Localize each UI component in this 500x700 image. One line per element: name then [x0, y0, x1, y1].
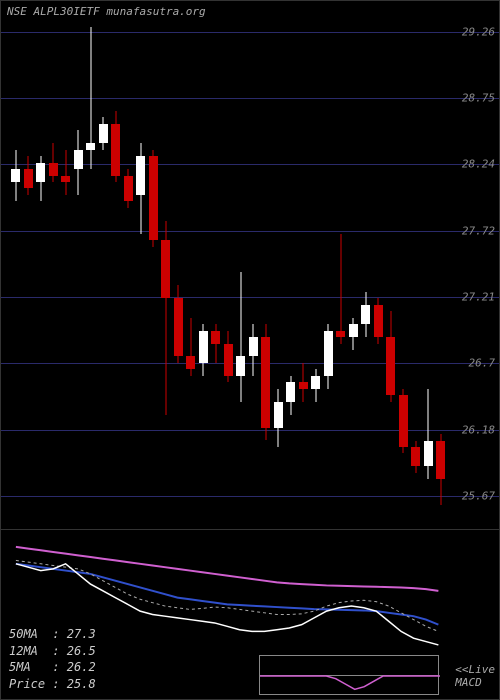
- stat-row: 12MA : 26.5: [9, 643, 96, 660]
- stat-row: 50MA : 27.3: [9, 626, 96, 643]
- candle: [286, 1, 295, 531]
- candle: [224, 1, 233, 531]
- y-axis-label: 27.21: [462, 291, 495, 304]
- y-axis-label: 25.67: [462, 490, 495, 503]
- macd-text: MACD: [455, 676, 482, 689]
- candle: [199, 1, 208, 531]
- ma-line-12MA: [16, 564, 439, 625]
- y-axis-label: 27.72: [462, 225, 495, 238]
- candle: [424, 1, 433, 531]
- candle: [111, 1, 120, 531]
- price-panel: NSE ALPL30IETF munafasutra.org 29.26 28.7…: [0, 0, 500, 530]
- macd-svg: [260, 656, 440, 696]
- candle: [374, 1, 383, 531]
- candle: [186, 1, 195, 531]
- candle: [99, 1, 108, 531]
- candle: [249, 1, 258, 531]
- candle: [161, 1, 170, 531]
- candle: [349, 1, 358, 531]
- chart-title: NSE ALPL30IETF munafasutra.org: [7, 5, 206, 18]
- candle: [174, 1, 183, 531]
- indicator-panel: 50MA : 27.312MA : 26.55MA : 26.2Price : …: [0, 530, 500, 700]
- candle: [136, 1, 145, 531]
- candle: [24, 1, 33, 531]
- chart-container: NSE ALPL30IETF munafasutra.org 29.26 28.7…: [0, 0, 500, 700]
- stat-row: 5MA : 26.2: [9, 659, 96, 676]
- candle: [236, 1, 245, 531]
- y-axis-label: 26.7: [469, 356, 496, 369]
- candle: [411, 1, 420, 531]
- candle: [61, 1, 70, 531]
- y-axis-label: 26.18: [462, 424, 495, 437]
- candle: [436, 1, 445, 531]
- ma-line-5MA: [16, 560, 439, 631]
- candle: [86, 1, 95, 531]
- ma-line-50MA: [16, 547, 439, 591]
- candle: [261, 1, 270, 531]
- y-axis-label: 28.24: [462, 157, 495, 170]
- candle: [274, 1, 283, 531]
- y-axis-label: 29.26: [462, 26, 495, 39]
- candle: [74, 1, 83, 531]
- candle: [211, 1, 220, 531]
- candle: [149, 1, 158, 531]
- candle: [11, 1, 20, 531]
- candle: [299, 1, 308, 531]
- macd-live-prefix: <<Live: [455, 663, 495, 676]
- macd-label: <<Live MACD: [455, 663, 495, 689]
- candle: [324, 1, 333, 531]
- candle: [36, 1, 45, 531]
- candle: [311, 1, 320, 531]
- candle: [361, 1, 370, 531]
- candle: [49, 1, 58, 531]
- candle: [386, 1, 395, 531]
- candle: [124, 1, 133, 531]
- stats-block: 50MA : 27.312MA : 26.55MA : 26.2Price : …: [9, 626, 96, 693]
- y-axis-label: 28.75: [462, 91, 495, 104]
- macd-inset: [259, 655, 439, 695]
- candle: [336, 1, 345, 531]
- candle: [399, 1, 408, 531]
- stat-row: Price : 25.8: [9, 676, 96, 693]
